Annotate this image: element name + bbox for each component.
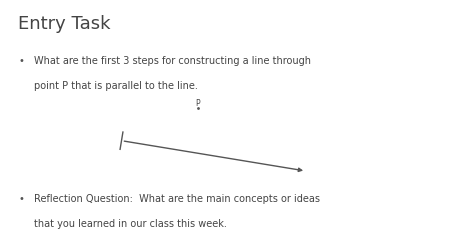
- Text: Reflection Question:  What are the main concepts or ideas: Reflection Question: What are the main c…: [34, 193, 320, 203]
- Text: •: •: [19, 55, 25, 66]
- Text: Entry Task: Entry Task: [18, 15, 111, 33]
- Text: P: P: [196, 98, 200, 107]
- Text: that you learned in our class this week.: that you learned in our class this week.: [34, 218, 227, 228]
- Text: point P that is parallel to the line.: point P that is parallel to the line.: [34, 81, 198, 91]
- Text: What are the first 3 steps for constructing a line through: What are the first 3 steps for construct…: [34, 55, 311, 66]
- Text: •: •: [19, 193, 25, 203]
